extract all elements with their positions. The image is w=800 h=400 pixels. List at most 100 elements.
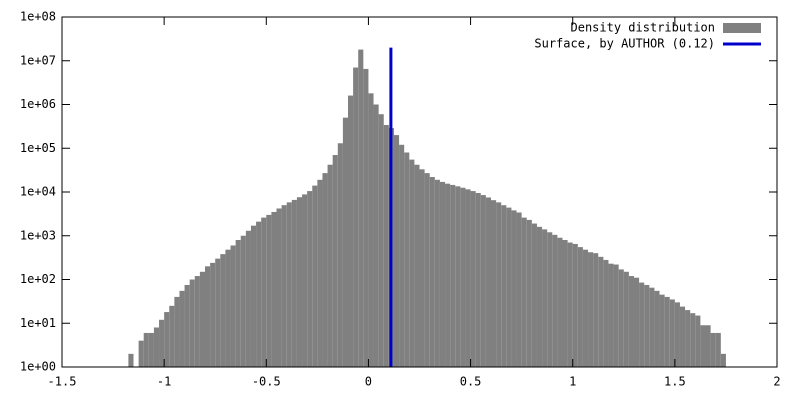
bar (348, 95, 354, 367)
bar (659, 294, 665, 367)
bar (521, 217, 527, 367)
bar (623, 271, 629, 367)
bar (240, 235, 246, 367)
x-tick-label: 1 (569, 375, 576, 389)
bar (337, 143, 343, 367)
bar (506, 207, 512, 367)
bar (409, 159, 415, 367)
legend-swatch (723, 23, 761, 33)
bar (199, 271, 205, 367)
bar (434, 179, 440, 367)
bar (465, 189, 471, 367)
bar (164, 312, 170, 367)
legend-label: Density distribution (571, 21, 716, 35)
bar (414, 164, 420, 367)
bar (404, 152, 410, 367)
bar (419, 169, 425, 367)
bar (577, 247, 583, 367)
bar (184, 284, 190, 367)
bar (358, 49, 364, 368)
bar (557, 237, 563, 367)
bar (179, 290, 185, 367)
bar (291, 199, 297, 367)
bar (393, 135, 400, 367)
bar (547, 232, 553, 367)
bar (491, 200, 497, 367)
bar (593, 253, 599, 367)
bar (128, 353, 134, 367)
bar (159, 319, 165, 367)
y-tick-label: 1e+00 (20, 360, 56, 374)
bar (245, 230, 251, 367)
y-tick-label: 1e+01 (20, 316, 56, 330)
bar (189, 279, 195, 367)
bar (230, 245, 236, 367)
bar (460, 187, 466, 367)
bar (511, 210, 517, 367)
bar (143, 332, 149, 367)
bar (644, 284, 650, 367)
bar (654, 290, 660, 367)
bar (327, 164, 333, 367)
bar (296, 197, 303, 367)
y-tick-label: 1e+06 (20, 97, 56, 111)
bar (317, 179, 323, 367)
bar (552, 234, 558, 367)
bar (378, 114, 384, 368)
x-tick-label: -1.5 (48, 375, 77, 389)
bar (455, 186, 461, 367)
bar (664, 296, 670, 367)
bar (256, 221, 262, 367)
bar (215, 258, 221, 367)
bar (690, 313, 696, 367)
bar (429, 177, 435, 367)
bar (700, 325, 706, 367)
y-tick-label: 1e+03 (20, 228, 56, 242)
bar (572, 243, 578, 367)
bar (342, 117, 348, 367)
x-tick-label: 2 (773, 375, 780, 389)
bar (634, 277, 640, 367)
bar (582, 249, 589, 367)
bar (628, 276, 634, 367)
bar (153, 327, 160, 367)
bar (710, 332, 716, 367)
bar (439, 181, 446, 367)
bar (679, 306, 686, 367)
bar (470, 191, 476, 367)
bar (598, 256, 604, 367)
bar (531, 223, 537, 367)
bar (674, 302, 680, 367)
bar (669, 299, 675, 367)
bar (562, 239, 568, 367)
bar (639, 282, 645, 367)
bar (501, 205, 507, 367)
bar (685, 310, 691, 367)
bar (618, 269, 624, 367)
bar (205, 266, 211, 367)
y-tick-label: 1e+05 (20, 141, 56, 155)
bar (353, 67, 359, 367)
bar (480, 195, 486, 367)
bar (138, 340, 144, 367)
bar (588, 252, 594, 367)
bar (210, 262, 216, 367)
bar (174, 296, 180, 367)
bar (542, 229, 548, 367)
bar (715, 332, 721, 367)
x-tick-label: -1 (157, 375, 171, 389)
bar (322, 173, 328, 367)
legend-label: Surface, by AUTHOR (0.12) (534, 37, 715, 51)
bar (281, 205, 287, 367)
bar (450, 184, 456, 367)
bar (250, 225, 257, 367)
bar (312, 185, 318, 367)
bar (332, 155, 338, 367)
x-tick-label: 0.5 (460, 375, 482, 389)
bar (169, 305, 175, 367)
bar (567, 242, 573, 367)
x-tick-label: 0 (365, 375, 372, 389)
bar (220, 254, 226, 367)
bar (271, 211, 277, 367)
bar (276, 208, 282, 367)
